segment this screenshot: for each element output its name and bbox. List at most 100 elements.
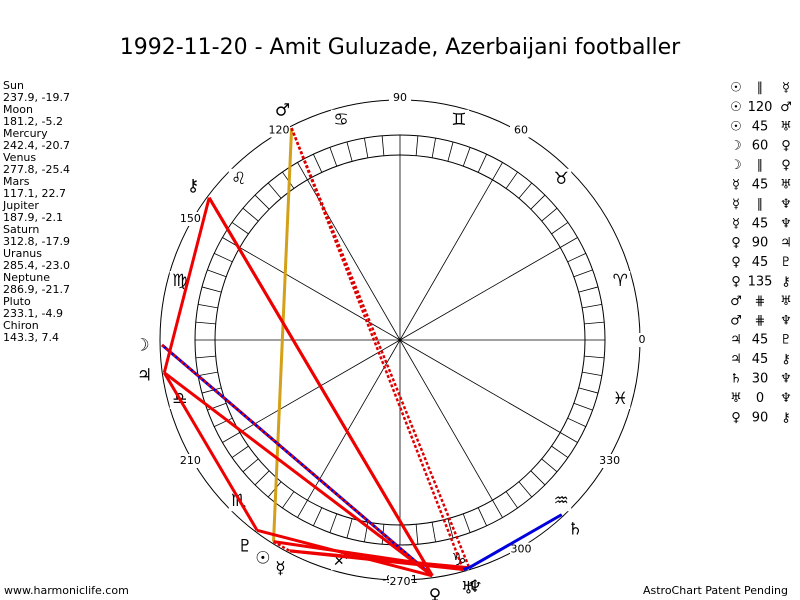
degree-label: 210: [180, 454, 201, 467]
ring-tick: [518, 182, 533, 199]
ring-tick: [551, 445, 569, 458]
degree-label: 120: [269, 123, 290, 136]
sign-bg: [610, 389, 631, 410]
ring-tick: [584, 321, 605, 325]
sign-glyph: ♋: [333, 110, 348, 130]
aspect-b: ♆: [780, 372, 792, 387]
planet-coords: 143.3, 7.4: [3, 331, 59, 344]
sign-bg: [551, 168, 572, 189]
ring-tick: [198, 304, 218, 309]
aspect-b: ♅: [780, 178, 792, 193]
aspect-a: ☉: [730, 81, 742, 96]
aspect-b: ♆: [780, 391, 792, 406]
planet-glyph: ♄: [568, 519, 583, 539]
ring-tick: [573, 269, 593, 278]
spoke: [307, 179, 401, 341]
planet-glyph: ♇: [237, 536, 252, 556]
ring-tick: [477, 507, 487, 526]
label-bg: [598, 454, 621, 468]
spoke: [399, 247, 561, 341]
aspect-b: ⚷: [781, 410, 791, 425]
ring-tick: [313, 507, 323, 526]
ring-tick: [313, 154, 323, 173]
aspect-a: ☿: [732, 178, 740, 193]
ring-tick: [214, 253, 233, 263]
sign-glyph: ♓: [613, 389, 628, 409]
aspect-line: [163, 371, 434, 577]
spoke: [307, 339, 401, 501]
ring-tick: [551, 222, 569, 235]
aspect-a: ☿: [732, 197, 740, 212]
aspect-line: [162, 197, 211, 374]
ring-tick: [518, 481, 533, 498]
spoke: [399, 339, 561, 433]
ring-tick: [222, 432, 240, 443]
aspect-type: ⋕: [755, 294, 766, 309]
ring-tick: [573, 402, 593, 411]
planet-coords: 237.9, -19.7: [3, 91, 70, 104]
ring-tick: [231, 445, 249, 458]
planet-glyph: ♀: [429, 586, 441, 600]
aspect-b: ♆: [780, 313, 792, 328]
aspect-a: ☿: [732, 216, 740, 231]
degree-label: 0: [639, 333, 646, 346]
aspect-type: 45: [752, 352, 769, 367]
degree-label: 60: [514, 123, 528, 136]
ring-tick: [447, 518, 454, 539]
planet-glyph: ☽: [134, 335, 149, 355]
sign-glyph: ♈: [613, 271, 628, 291]
ring-tick: [492, 162, 503, 180]
ring-tick: [346, 141, 353, 162]
ring-tick: [582, 371, 602, 376]
sign-glyph: ♍: [172, 271, 187, 291]
aspect-b: ♃: [780, 236, 792, 251]
aspect-a: ☉: [730, 100, 742, 115]
ring-tick: [254, 470, 270, 486]
ring-tick: [492, 500, 503, 518]
label-bg: [510, 542, 532, 557]
aspect-a: ☽: [730, 139, 742, 154]
planet-name: Moon: [3, 103, 33, 116]
planet-glyph: ♂: [275, 100, 290, 120]
ring-tick: [447, 141, 454, 162]
planet-coords: 233.1, -4.9: [3, 307, 63, 320]
aspect-line: [162, 371, 259, 532]
sign-bg: [449, 109, 470, 130]
aspect-line: [290, 127, 465, 570]
chart-title: 1992-11-20 - Amit Guluzade, Azerbaijani …: [120, 35, 681, 60]
ring-tick: [584, 355, 605, 359]
ring-tick: [431, 138, 436, 158]
degree-label: 90: [393, 91, 407, 104]
aspect-type: 45: [752, 119, 769, 134]
aspect-b: ⚷: [781, 275, 791, 290]
ring-tick: [505, 491, 518, 509]
aspect-a: ♀: [731, 236, 741, 251]
ring-tick: [267, 182, 282, 199]
spoke: [399, 179, 493, 341]
ring-tick: [578, 387, 599, 394]
degree-label: 270: [390, 575, 411, 588]
sign-bg: [551, 491, 572, 512]
aspect-type: 30: [752, 372, 769, 387]
ring-tick: [297, 162, 308, 180]
ring-tick: [530, 194, 546, 210]
degree-label: 150: [180, 212, 201, 225]
aspect-a: ♀: [731, 255, 741, 270]
aspect-type: 90: [752, 410, 769, 425]
planet-name: Saturn: [3, 223, 39, 236]
ring-tick: [560, 432, 578, 443]
planet-glyph: ☿: [275, 559, 285, 579]
degree-label: 300: [511, 543, 532, 556]
planet-glyph: ♆: [467, 577, 482, 597]
ring-tick: [567, 253, 586, 263]
planet-name: Pluto: [3, 295, 31, 308]
sign-glyph: ♌: [231, 169, 246, 189]
aspect-type: 60: [752, 139, 769, 154]
footer-left: www.harmoniclife.com: [4, 584, 129, 597]
aspect-type: ∥: [757, 158, 764, 173]
ring-tick: [201, 387, 222, 394]
ring-tick: [364, 138, 369, 158]
sign-bg: [228, 168, 249, 189]
aspect-type: 45: [752, 216, 769, 231]
aspect-line: [256, 528, 433, 578]
